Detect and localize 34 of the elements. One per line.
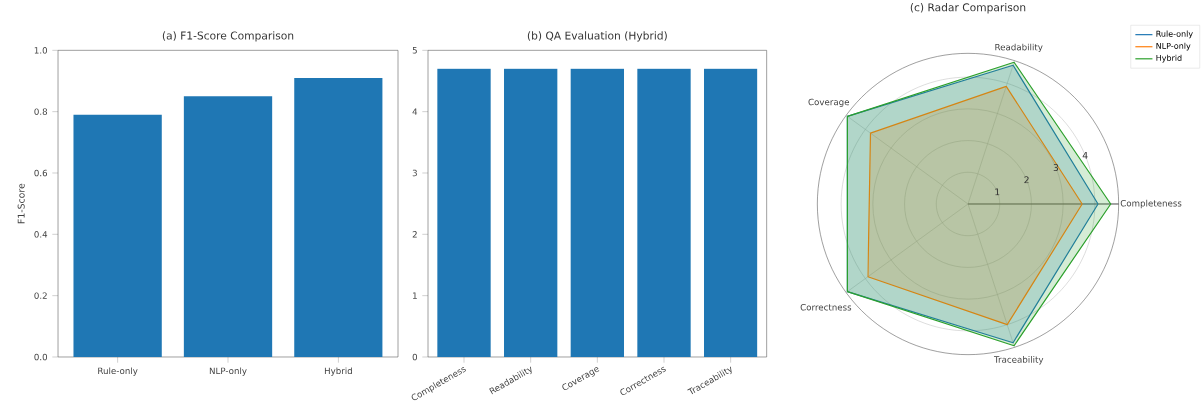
chart-title: (a) F1-Score Comparison — [162, 31, 294, 42]
y-tick-label: 0.2 — [34, 292, 47, 299]
chart-title: (b) QA Evaluation (Hybrid) — [527, 31, 667, 42]
legend-label: Hybrid — [1156, 54, 1182, 63]
y-tick-label: 0 — [412, 353, 418, 361]
y-tick-label: 2 — [412, 231, 417, 238]
x-tick-label: NLP-only — [209, 367, 247, 376]
bar — [294, 77, 383, 357]
y-tick-label: 4 — [1082, 152, 1088, 159]
spoke-label: Readability — [995, 43, 1043, 53]
y-axis-title: F1-Score — [17, 183, 25, 224]
spoke-label: Completeness — [1120, 199, 1182, 209]
spoke-label: Coverage — [808, 98, 850, 107]
x-tick-label: Hybrid — [324, 367, 352, 376]
y-tick-label: 0.6 — [34, 169, 48, 177]
y-tick-label: 3 — [412, 169, 417, 177]
y-tick-label: 1 — [413, 292, 417, 299]
legend-label: Rule-only — [1156, 30, 1193, 39]
y-tick-label: 1.0 — [34, 47, 48, 54]
bar — [73, 114, 162, 357]
chart-title: (c) Radar Comparison — [910, 3, 1026, 14]
y-tick-label: 0.0 — [34, 353, 48, 361]
y-tick-label: 3 — [1053, 164, 1059, 172]
spoke-label: Correctness — [800, 303, 852, 311]
y-tick-label: 0.4 — [34, 231, 48, 238]
y-tick-label: 4 — [412, 108, 418, 115]
x-tick-label: Rule-only — [98, 367, 138, 376]
y-tick-label: 5 — [412, 47, 417, 54]
y-tick-label: 0.8 — [34, 108, 48, 115]
spoke-label: Traceability — [993, 356, 1044, 365]
y-tick-label: 1 — [995, 188, 1000, 196]
bar — [183, 96, 273, 357]
legend-label: NLP-only — [1156, 42, 1191, 51]
y-tick-label: 2 — [1024, 176, 1029, 184]
